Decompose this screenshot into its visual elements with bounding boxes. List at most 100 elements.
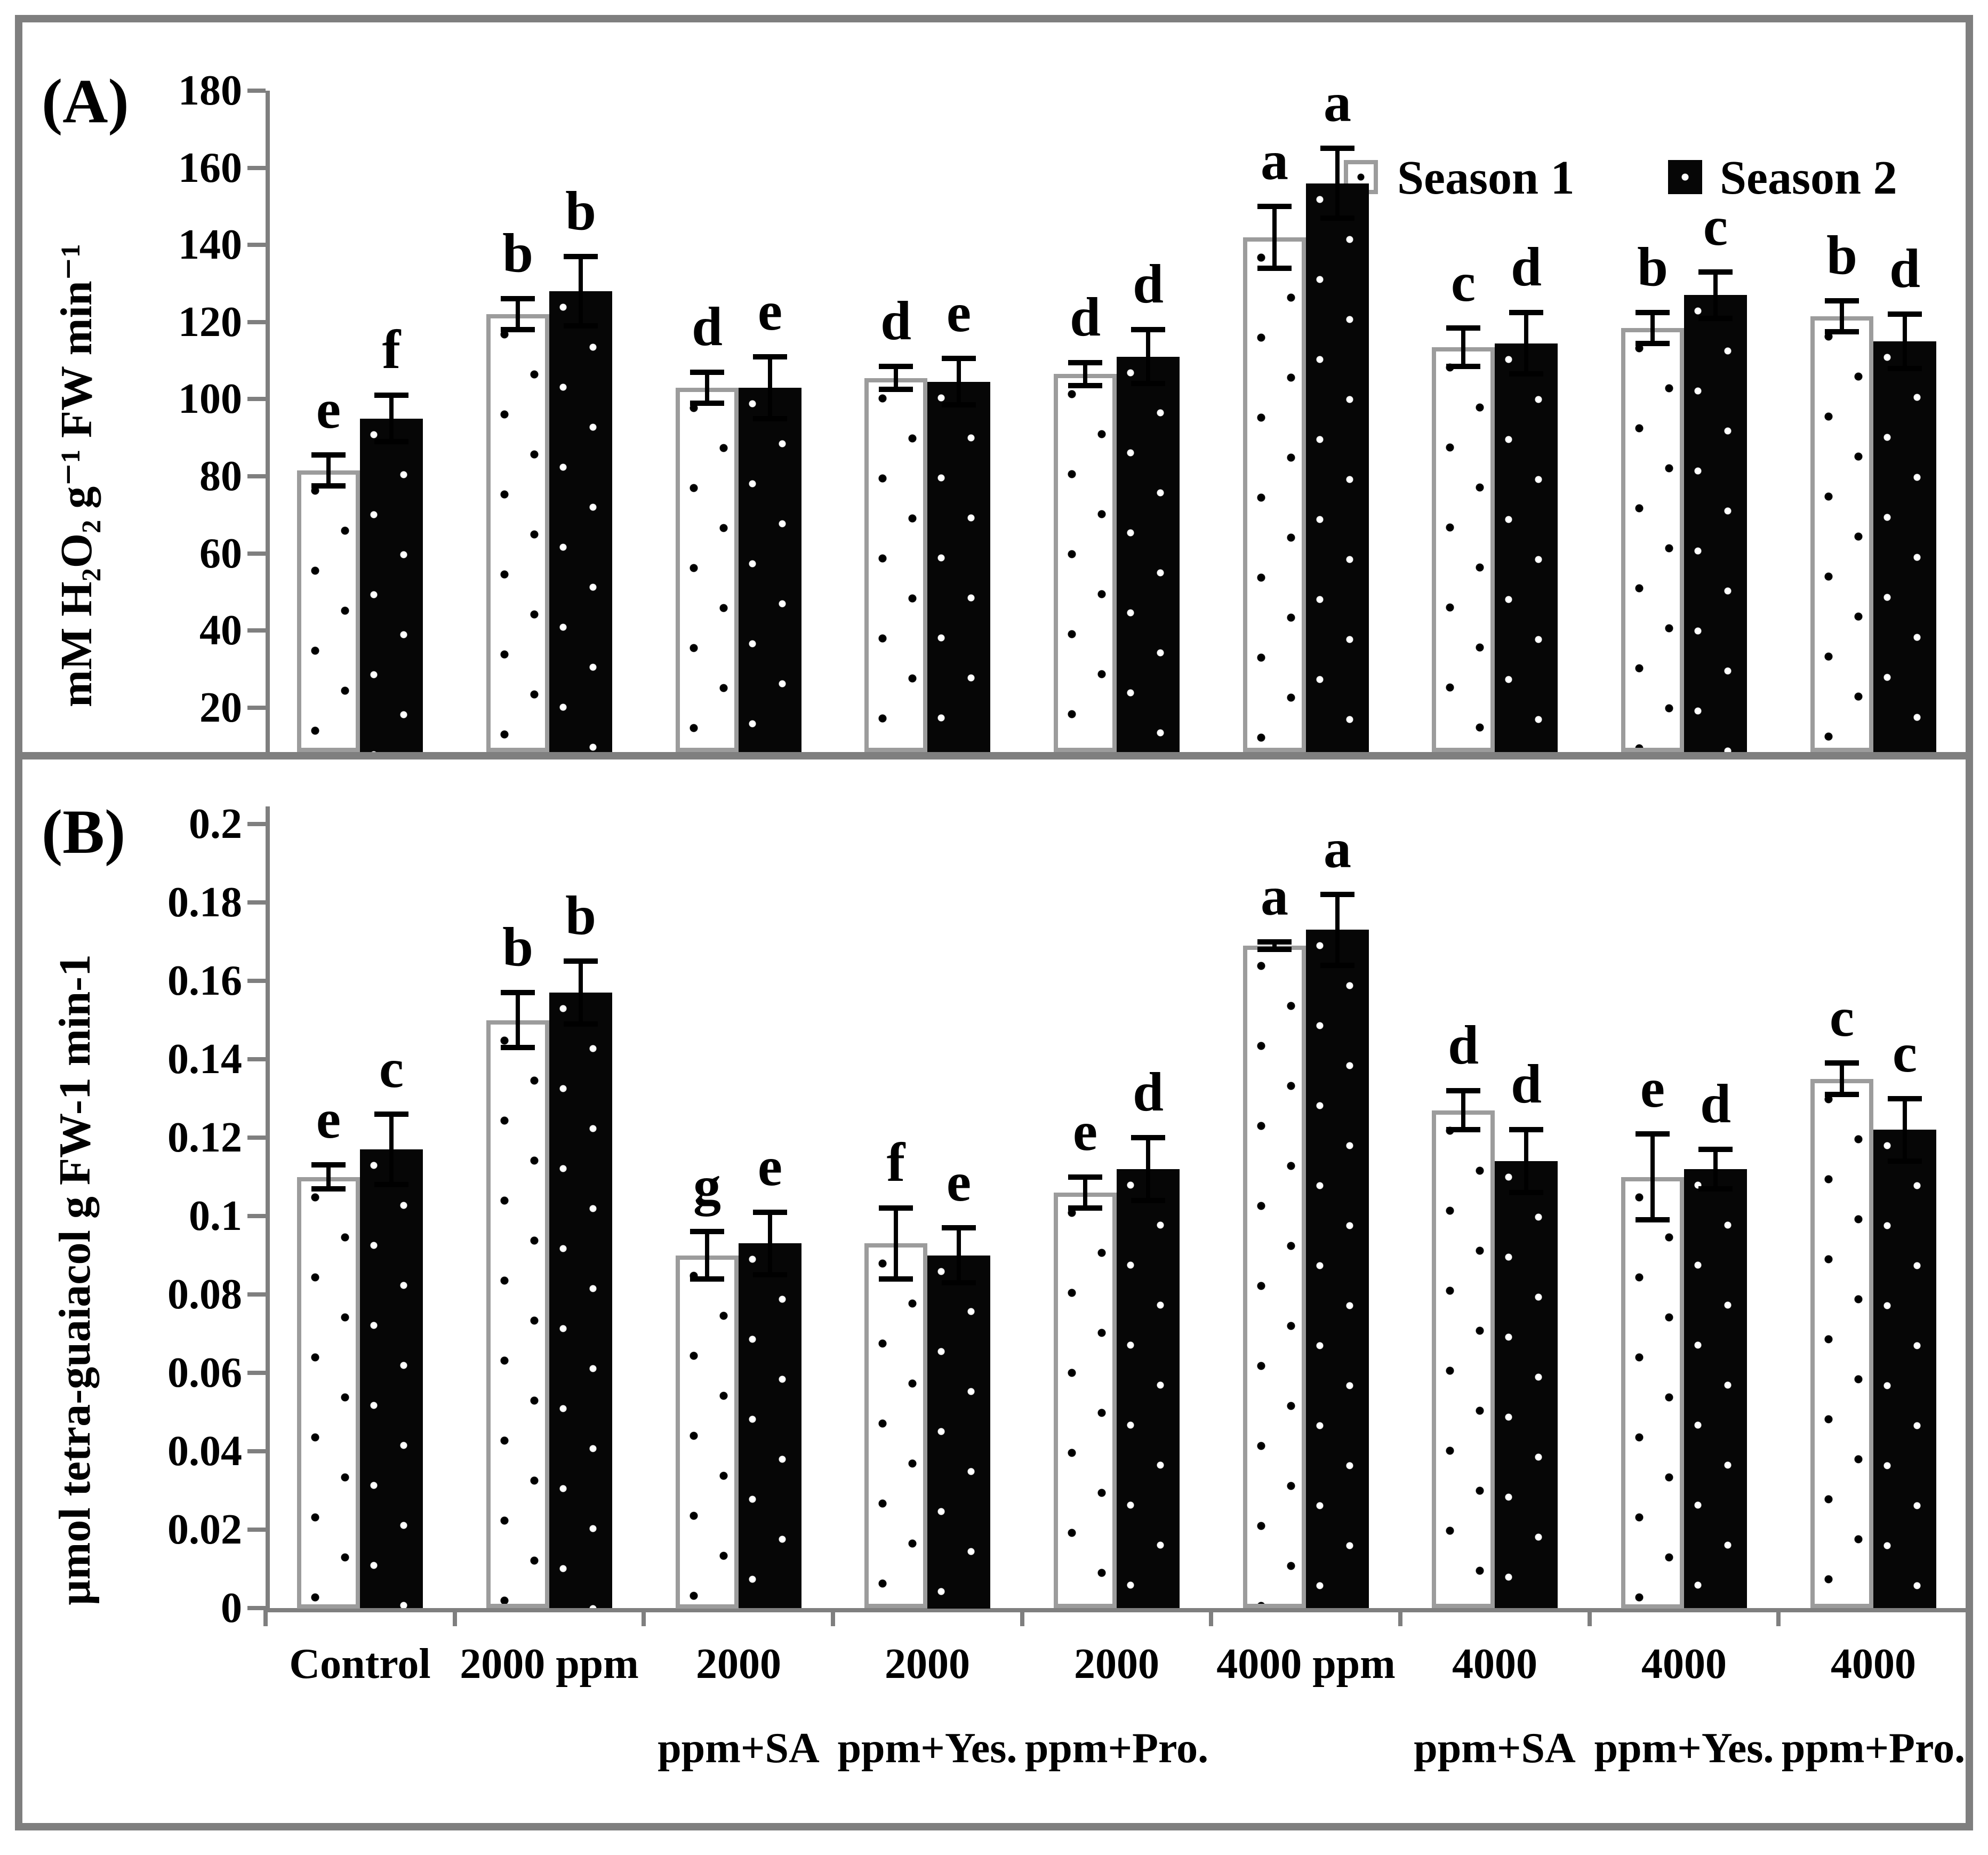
panel-b-x-tick <box>1588 1608 1592 1626</box>
panel-b-y-tick <box>247 1371 266 1375</box>
panel-b-x-tick <box>453 1608 457 1626</box>
sig-letter: d <box>1448 1014 1479 1076</box>
error-bar <box>1650 1134 1655 1220</box>
error-bar-cap <box>501 1045 535 1050</box>
error-bar-cap <box>1257 204 1292 209</box>
bar-season-2-2000-ppm-pro <box>1117 357 1180 752</box>
x-category-label-2000-ppm-yes: ppm+Yes. <box>837 1725 1017 1772</box>
error-bar <box>1713 272 1718 318</box>
sig-letter: c <box>1829 987 1855 1048</box>
error-bar-cap <box>1068 1205 1102 1211</box>
sig-letter: c <box>1703 196 1728 257</box>
bar-season-2-2000-ppm-yes <box>927 382 990 752</box>
panel-a-y-tick-label: 180 <box>178 67 242 114</box>
panel-b-x-tick <box>1776 1608 1781 1626</box>
bar-season-2-4000-ppm-pro <box>1873 341 1936 752</box>
x-category-label-2000-ppm-sa: ppm+SA <box>658 1725 820 1772</box>
error-bar <box>705 1232 709 1278</box>
error-bar-cap <box>1068 360 1102 365</box>
panel-a-y-tick <box>247 320 266 324</box>
bar-season-1-2000-ppm-yes <box>864 378 927 752</box>
error-bar-cap <box>311 483 346 489</box>
error-bar-cap <box>1131 1135 1165 1140</box>
error-bar-cap <box>1888 311 1922 317</box>
error-bar-cap <box>1509 1127 1543 1132</box>
sig-letter: e <box>316 1089 341 1150</box>
panel-b-y-tick-label: 0.06 <box>167 1349 242 1396</box>
sig-letter: f <box>382 319 401 380</box>
x-category-label-4000-ppm-sa: ppm+SA <box>1414 1725 1576 1772</box>
error-bar <box>1461 328 1465 366</box>
panel-a-y-tick <box>247 89 266 93</box>
error-bar-cap <box>1257 266 1292 271</box>
error-bar-cap <box>1131 381 1165 386</box>
x-category-label-4000-ppm: 4000 ppm <box>1216 1641 1396 1688</box>
error-bar <box>1335 148 1340 218</box>
x-category-label-4000-ppm-sa: 4000 <box>1452 1641 1537 1688</box>
panel-a-y-tick-label: 20 <box>199 684 242 731</box>
panel-b-y-tick-label: 0.12 <box>167 1114 242 1161</box>
panel-a-y-tick-label: 60 <box>199 530 242 577</box>
sig-letter: e <box>1072 1101 1098 1162</box>
panel-b-y-tick <box>247 1292 266 1297</box>
error-bar-cap <box>374 393 408 398</box>
sig-letter: d <box>1133 1061 1164 1123</box>
bar-season-2-4000-ppm-pro <box>1873 1130 1936 1608</box>
error-bar-cap <box>879 387 913 392</box>
panel-b-y-tick <box>247 1136 266 1140</box>
panel-b-y-axis <box>266 806 270 1608</box>
bar-season-1-4000-ppm-sa <box>1432 1110 1495 1608</box>
panel-a-y-tick <box>247 706 266 710</box>
sig-letter: c <box>1450 252 1476 313</box>
error-bar-cap <box>311 1162 346 1168</box>
error-bar <box>1083 363 1087 386</box>
panel-b-y-tick-label: 0.2 <box>189 801 242 847</box>
error-bar-cap <box>564 254 598 259</box>
error-bar-cap <box>564 1021 598 1027</box>
error-bar-cap <box>690 1229 724 1234</box>
error-bar-cap <box>690 1276 724 1282</box>
panel-b-y-tick-label: 0.04 <box>167 1428 242 1475</box>
error-bar-cap <box>879 1205 913 1211</box>
panel-a-y-tick-label: 80 <box>199 453 242 500</box>
error-bar-cap <box>942 402 976 407</box>
error-bar <box>389 1114 394 1185</box>
error-bar-cap <box>690 401 724 406</box>
panel-a-label: (A) <box>42 66 129 136</box>
error-bar <box>768 1212 772 1275</box>
bar-season-2-2000-ppm <box>549 291 612 752</box>
sig-letter: c <box>379 1038 404 1099</box>
panel-b-y-tick <box>247 979 266 983</box>
x-category-label-2000-ppm-yes: 2000 <box>885 1641 970 1688</box>
error-bar <box>1146 1138 1150 1201</box>
error-bar-cap <box>1320 215 1354 221</box>
error-bar-cap <box>1509 1190 1543 1195</box>
legend-label-season1: Season 1 <box>1397 151 1575 204</box>
sig-letter: c <box>1892 1022 1918 1084</box>
bar-season-1-2000-ppm-yes <box>864 1243 927 1608</box>
error-bar-cap <box>564 323 598 329</box>
x-category-label-4000-ppm-yes: 4000 <box>1641 1641 1727 1688</box>
error-bar-cap <box>753 354 787 359</box>
panel-b-y-tick-label: 0.14 <box>167 1036 242 1083</box>
error-bar <box>894 366 898 389</box>
error-bar-cap <box>1636 1131 1670 1137</box>
sig-letter: d <box>1889 238 1920 299</box>
panel-a-y-tick-label: 140 <box>178 221 242 268</box>
sig-letter: b <box>502 916 533 978</box>
error-bar <box>1461 1091 1465 1130</box>
error-bar <box>768 357 772 419</box>
error-bar-cap <box>1636 341 1670 346</box>
x-category-label-2000-ppm-pro: 2000 <box>1074 1641 1159 1688</box>
panel-a-y-tick <box>247 628 266 633</box>
bar-season-1-4000-ppm-yes <box>1621 328 1684 752</box>
error-bar-cap <box>1698 316 1733 321</box>
error-bar-cap <box>1825 1092 1859 1097</box>
error-bar <box>326 455 331 486</box>
sig-letter: b <box>1826 225 1857 286</box>
sig-letter: b <box>502 222 533 284</box>
sig-letter: a <box>1261 130 1288 191</box>
error-bar-cap <box>374 1112 408 1117</box>
error-bar <box>1524 313 1528 374</box>
bar-season-1-4000-ppm-yes <box>1621 1177 1684 1609</box>
